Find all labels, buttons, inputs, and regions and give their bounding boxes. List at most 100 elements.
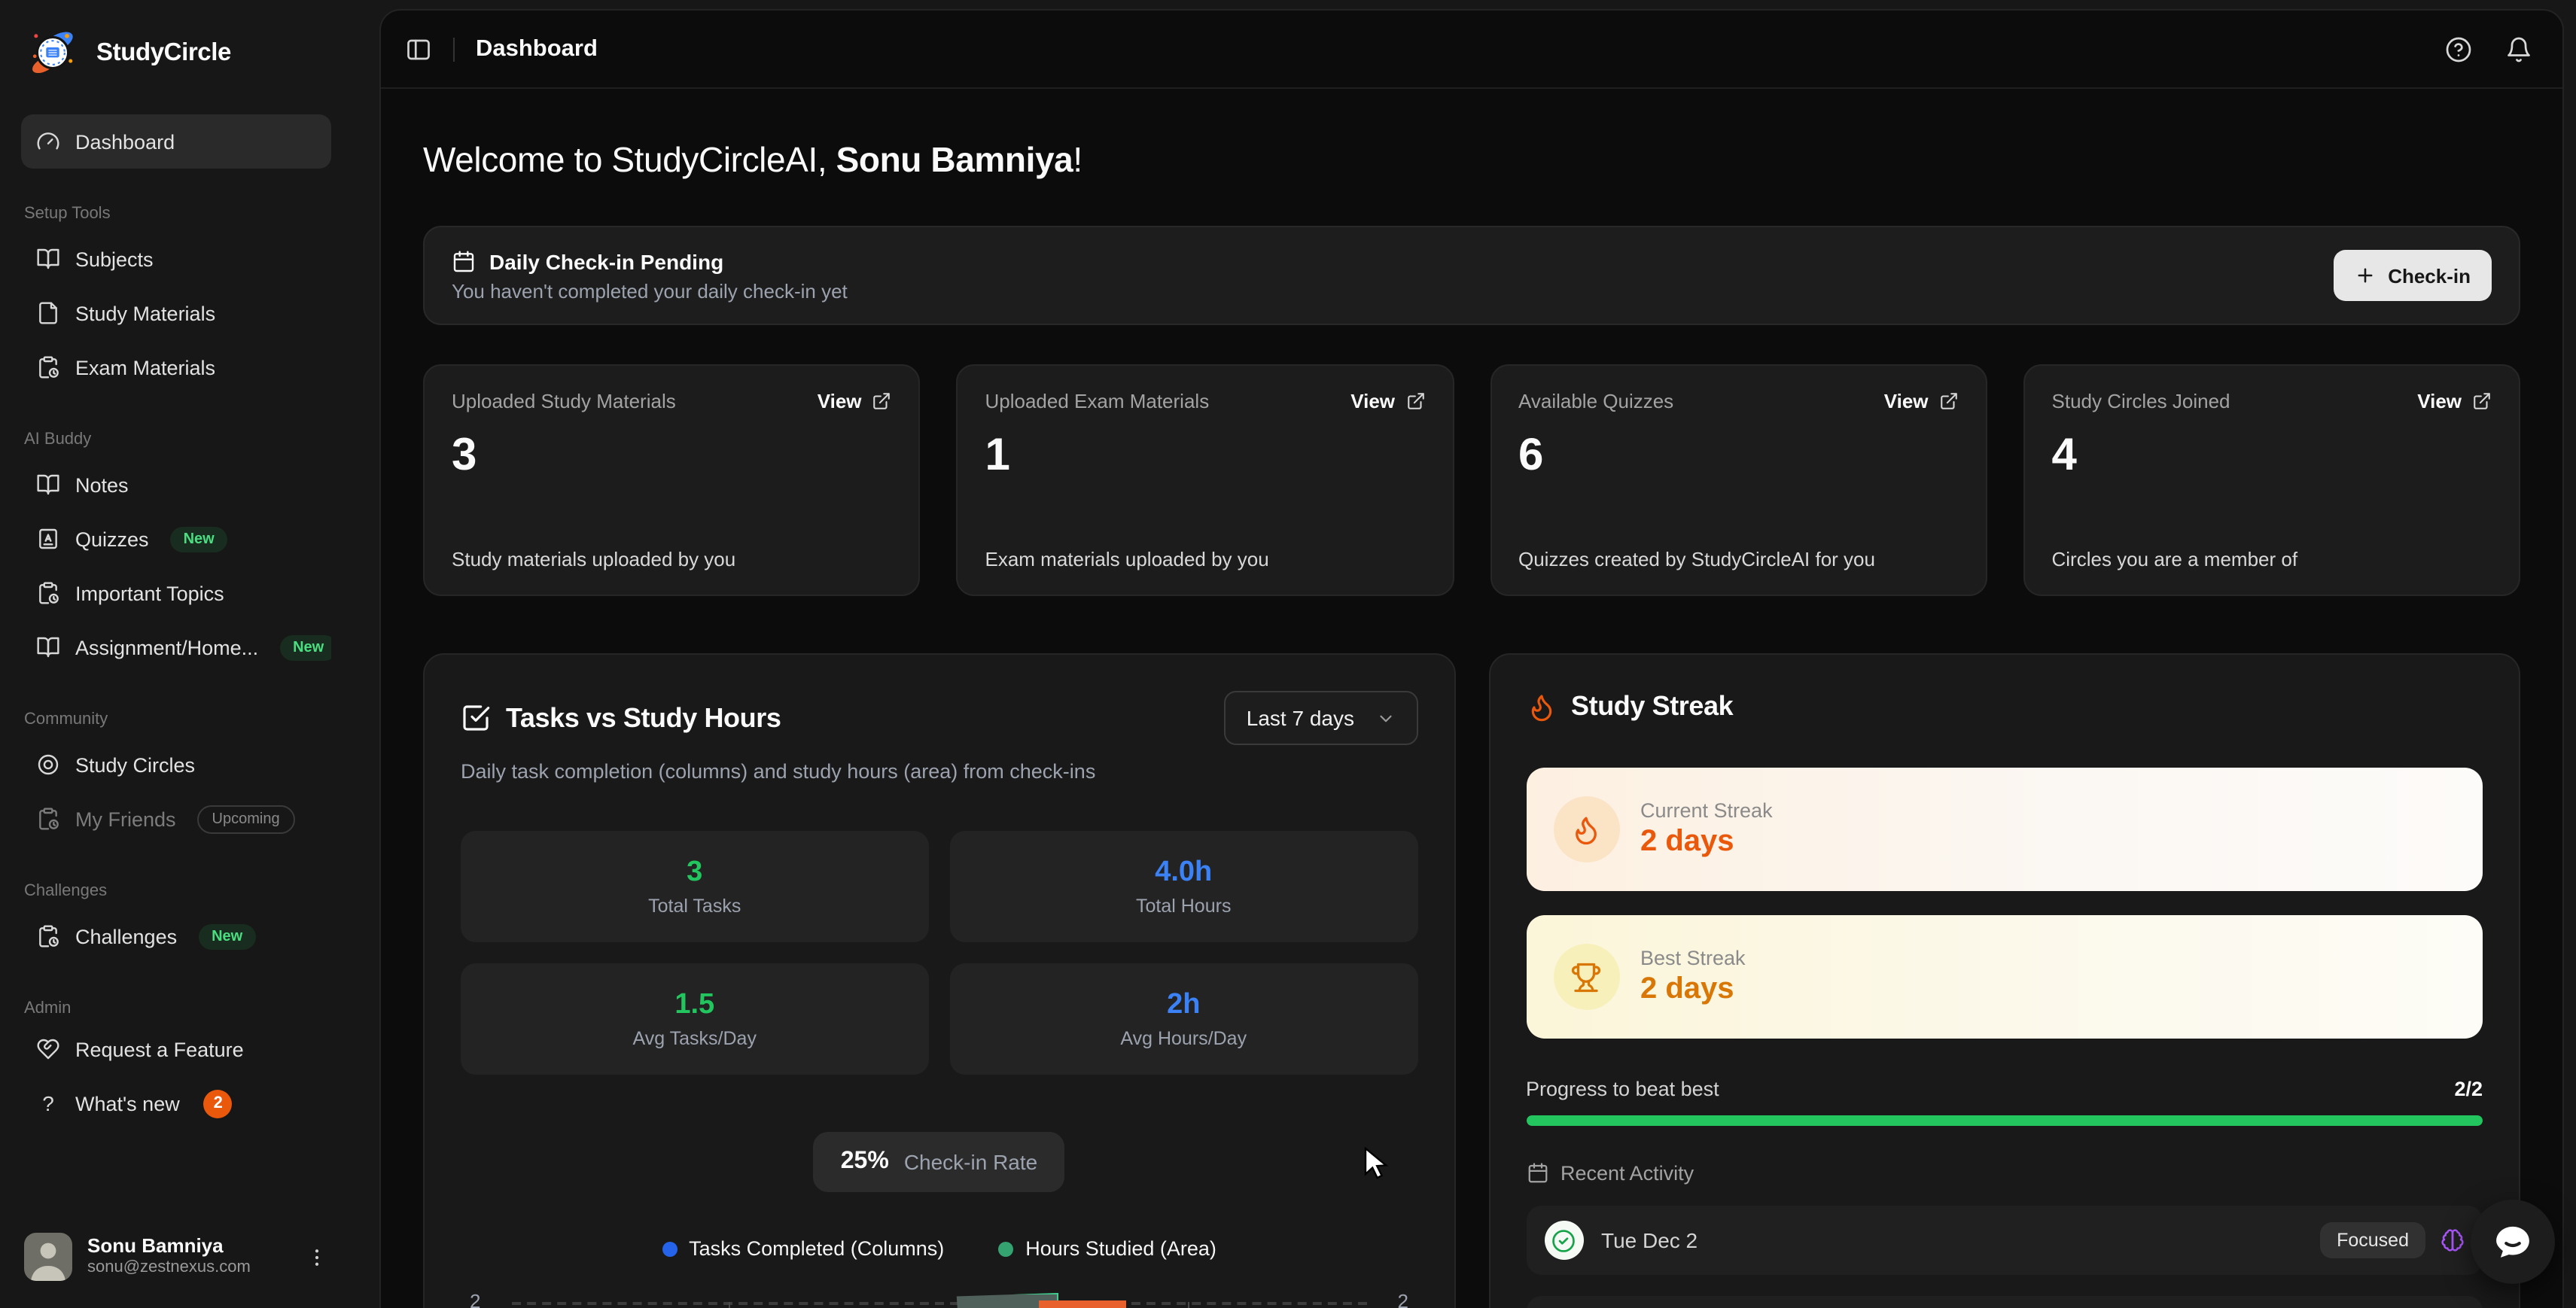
sidebar-item-study-materials[interactable]: Study Materials xyxy=(21,286,331,340)
sidebar-item-label: Subjects xyxy=(75,248,154,270)
clipboard-clock-icon xyxy=(36,924,60,948)
progress-value: 2/2 xyxy=(2454,1078,2483,1100)
card-subtitle: Daily task completion (columns) and stud… xyxy=(461,760,1096,783)
legend-dot-green xyxy=(998,1241,1014,1256)
welcome-heading: Welcome to StudyCircleAI, Sonu Bamniya! xyxy=(423,140,2520,181)
progress-bar-fill xyxy=(1526,1115,2483,1126)
external-link-icon xyxy=(1405,391,1425,411)
view-link[interactable]: View xyxy=(2417,390,2492,412)
brand-name: StudyCircle xyxy=(96,38,231,65)
stat-title: Available Quizzes xyxy=(1518,390,1674,412)
stat-description: Study materials uploaded by you xyxy=(452,548,736,570)
date-range-value: Last 7 days xyxy=(1246,706,1354,730)
sidebar-toggle-icon[interactable] xyxy=(405,35,432,62)
flame-icon xyxy=(1553,796,1619,862)
check-in-button[interactable]: Check-in xyxy=(2334,250,2492,301)
question-mark-icon: ? xyxy=(42,1091,54,1115)
view-link[interactable]: View xyxy=(818,390,892,412)
dashboard-content: Welcome to StudyCircleAI, Sonu Bamniya! … xyxy=(381,140,2562,1308)
sidebar-item-challenges[interactable]: Challenges New xyxy=(21,909,331,963)
check-circle-icon xyxy=(1544,1221,1583,1260)
task-stat-tiles: 3 Total Tasks 4.0h Total Hours 1.5 Avg T… xyxy=(461,831,1417,1075)
chat-launcher-button[interactable] xyxy=(2471,1200,2555,1284)
welcome-prefix: Welcome to StudyCircleAI, xyxy=(423,140,836,179)
studycircle-logo-icon xyxy=(24,24,81,81)
stat-card-circles-joined: Study Circles Joined View 4 Circles you … xyxy=(2023,364,2520,596)
calendar-icon xyxy=(452,249,476,273)
sidebar-item-exam-materials[interactable]: Exam Materials xyxy=(21,340,331,394)
new-badge: New xyxy=(198,923,257,949)
daily-checkin-banner: Daily Check-in Pending You haven't compl… xyxy=(423,226,2520,325)
chart-gridline xyxy=(512,1302,1366,1305)
gauge-icon xyxy=(36,129,60,154)
legend-hours-studied: Hours Studied (Area) xyxy=(998,1237,1216,1260)
sidebar-item-important-topics[interactable]: Important Topics xyxy=(21,566,331,620)
sidebar-section-ai-buddy: AI Buddy xyxy=(24,430,92,449)
brand[interactable]: StudyCircle xyxy=(21,18,331,87)
activity-row[interactable] xyxy=(1526,1296,2483,1308)
page-title: Dashboard xyxy=(476,35,598,61)
user-menu-ellipsis-icon[interactable] xyxy=(306,1246,328,1268)
study-streak-card: Study Streak Current Streak 2 days xyxy=(1488,653,2520,1308)
sidebar-item-notes[interactable]: Notes xyxy=(21,458,331,512)
tile-label: Total Tasks xyxy=(648,896,741,917)
main-panel: Dashboard Welcome to StudyCircleAI, Sonu… xyxy=(379,9,2564,1308)
file-icon xyxy=(36,301,60,325)
tile-label: Total Hours xyxy=(1136,896,1232,917)
chat-bubble-icon xyxy=(2496,1226,2529,1258)
stat-value: 3 xyxy=(452,430,477,480)
view-label: View xyxy=(817,390,862,412)
tile-value: 2h xyxy=(1167,989,1201,1021)
tile-label: Avg Hours/Day xyxy=(1120,1028,1247,1049)
legend-dot-blue xyxy=(662,1241,677,1256)
y-axis-tick: 2 xyxy=(1397,1290,1408,1308)
view-label: View xyxy=(2417,390,2462,412)
tile-total-hours: 4.0h Total Hours xyxy=(949,831,1417,942)
sidebar-item-my-friends[interactable]: My Friends Upcoming xyxy=(21,792,331,846)
sidebar-item-assignment-homework[interactable]: Assignment/Home... New xyxy=(21,620,331,674)
topbar: Dashboard xyxy=(381,11,2562,89)
new-badge: New xyxy=(279,634,331,660)
current-streak-banner: Current Streak 2 days xyxy=(1526,768,2483,891)
tile-total-tasks: 3 Total Tasks xyxy=(461,831,929,942)
bell-icon[interactable] xyxy=(2505,35,2532,62)
date-range-select[interactable]: Last 7 days xyxy=(1223,691,1417,745)
sidebar-section-community: Community xyxy=(24,710,108,729)
view-label: View xyxy=(1350,390,1395,412)
y-axis-tick: 2 xyxy=(470,1290,481,1308)
stat-card-exam-materials: Uploaded Exam Materials View 1 Exam mate… xyxy=(956,364,1454,596)
sidebar-item-subjects[interactable]: Subjects xyxy=(21,232,331,286)
sidebar-item-request-a-feature[interactable]: Request a Feature xyxy=(21,1022,331,1076)
sidebar-item-label: Exam Materials xyxy=(75,356,216,379)
sidebar-item-whats-new[interactable]: ? What's new 2 xyxy=(21,1076,331,1130)
checkin-rate-label: Check-in Rate xyxy=(903,1150,1038,1174)
best-streak-banner: Best Streak 2 days xyxy=(1526,915,2483,1039)
legend-label: Hours Studied (Area) xyxy=(1025,1237,1216,1260)
checkin-rate-value: 25% xyxy=(840,1148,889,1174)
sidebar-item-dashboard[interactable]: Dashboard xyxy=(21,114,331,169)
user-menu[interactable]: Sonu Bamniya sonu@zestnexus.com xyxy=(21,1224,331,1290)
stat-card-available-quizzes: Available Quizzes View 6 Quizzes created… xyxy=(1490,364,1987,596)
banner-title: Daily Check-in Pending xyxy=(489,249,724,273)
external-link-icon xyxy=(2472,391,2492,411)
banner-subtitle: You haven't completed your daily check-i… xyxy=(452,279,848,302)
view-link[interactable]: View xyxy=(1350,390,1425,412)
sidebar-item-label: What's new xyxy=(75,1092,180,1115)
tile-label: Avg Tasks/Day xyxy=(632,1028,757,1049)
sidebar-section-setup-tools: Setup Tools xyxy=(24,205,111,223)
sidebar-section-challenges: Challenges xyxy=(24,882,108,900)
progress-bar xyxy=(1526,1115,2483,1126)
brain-icon xyxy=(2441,1228,2465,1252)
view-link[interactable]: View xyxy=(1884,390,1959,412)
sidebar-item-study-circles[interactable]: Study Circles xyxy=(21,738,331,792)
circle-dot-icon xyxy=(36,753,60,777)
help-icon[interactable] xyxy=(2445,35,2472,62)
recent-activity-label: Recent Activity xyxy=(1561,1162,1694,1185)
stat-description: Exam materials uploaded by you xyxy=(985,548,1269,570)
current-streak-value: 2 days xyxy=(1640,825,1734,858)
legend-tasks-completed: Tasks Completed (Columns) xyxy=(662,1237,944,1260)
activity-row[interactable]: Tue Dec 2 Focused xyxy=(1526,1206,2483,1275)
stat-description: Circles you are a member of xyxy=(2051,548,2298,570)
sidebar-item-quizzes[interactable]: Quizzes New xyxy=(21,512,331,566)
